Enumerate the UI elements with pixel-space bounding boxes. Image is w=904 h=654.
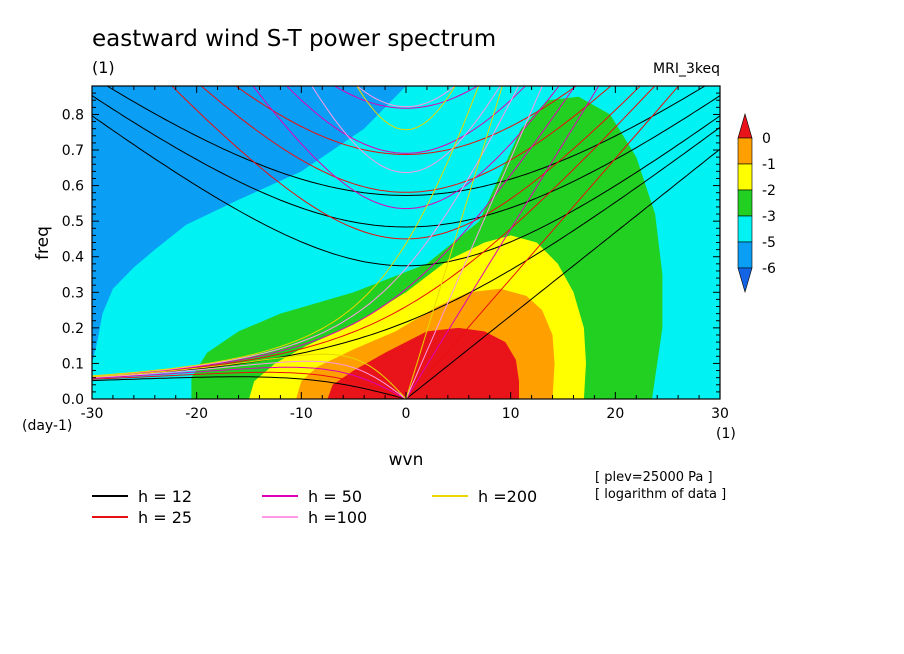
dispersion-h25-mrg-line [92,86,656,378]
chart-subtitle-left: (1) [92,58,115,77]
colorbar-top-arrow [737,112,753,139]
chart-subtitle-right: MRI_3keq [653,61,720,77]
colorbar-swatch [737,241,753,269]
y-tick-label: 0.5 [62,214,84,230]
y-tick-label: 0.3 [62,285,84,301]
dispersion-h200-rossby-line [92,353,407,399]
legend-label-h12: h = 12 [138,487,192,506]
legend-label-h25: h = 25 [138,508,192,527]
colorbar-level-label: -3 [762,209,776,225]
colorbar: 0 -1 -2 -3 -5 -6 [737,112,776,294]
x-tick-label: 20 [606,406,624,422]
x-tick-label: -30 [81,406,104,422]
x-axis-label: wvn [389,450,424,470]
dispersion-h200-kelvin-line [405,86,503,399]
x-tick-label: -20 [185,406,208,422]
y-axis-label: freq [33,226,53,260]
x-unit-label: (1) [716,426,736,442]
plot-area [92,86,720,399]
dispersion-h50-mrg-line [92,86,576,377]
dispersion-h12-ig-n2-line [92,95,720,228]
y-tick-label: 0.0 [62,392,84,408]
dispersion-h25-ig-n2-line [200,86,612,193]
dispersion-h100-ig-n2-line [356,86,456,108]
y-tick-label: 0.4 [62,250,84,266]
x-tick-label: 10 [502,406,520,422]
x-tick-label: 0 [402,406,411,422]
x-tick-label: 30 [711,406,729,422]
y-unit-label: (day-1) [22,418,72,434]
colorbar-swatch [737,215,753,243]
colorbar-swatch [737,189,753,217]
x-tick-label: -10 [290,406,313,422]
dispersion-h200-ig-n1-line [356,86,456,131]
chart-title: eastward wind S-T power spectrum [92,26,496,52]
legend-label-h100: h =100 [308,508,367,527]
dispersion-h50-rossby-line [92,366,407,399]
y-tick-labels: 0.0 0.1 0.2 0.3 0.4 0.5 0.6 0.7 0.8 [62,107,84,408]
legend-label-h200: h =200 [478,487,537,506]
dispersion-h12-rossby-line [92,376,407,399]
dispersion-h100-mrg-line [92,86,520,377]
dispersion-h25-ig-n1-line [171,86,641,240]
legend: h = 12 h = 25 h = 50 h =100 h =200 [92,487,537,527]
contour-level-above-0 [327,327,519,399]
y-tick-label: 0.2 [62,321,84,337]
dispersion-h25-ig-n3-line [235,86,577,156]
colorbar-swatch [737,137,753,165]
y-tick-label: 0.1 [62,356,84,372]
colorbar-level-label: -1 [762,157,776,173]
colorbar-bottom-arrow [737,267,753,294]
colorbar-swatch [737,163,753,191]
dispersion-h100-ig-n1-line [311,86,501,174]
dispersion-h50-ig-n2-line [285,86,527,154]
annotation-plev: [ plev=25000 Pa ] [595,470,713,485]
dispersion-h200-mrg-line [92,86,480,377]
y-tick-label: 0.6 [62,179,84,195]
legend-label-h50: h = 50 [308,487,362,506]
dispersion-h100-kelvin-line [405,86,543,399]
dispersion-h12-ig-n3-line [106,86,706,197]
colorbar-level-label: -5 [762,235,776,251]
y-tick-label: 0.8 [62,107,84,123]
annotation-logarithm: [ logarithm of data ] [595,487,726,502]
colorbar-level-label: -2 [762,183,776,199]
dispersion-h100-rossby-line [92,360,407,399]
dispersion-h50-ig-n3-line [333,86,479,109]
colorbar-level-label: -6 [762,261,776,277]
y-tick-label: 0.7 [62,143,84,159]
dispersion-h50-ig-n1-line [252,86,560,210]
contour-level-6-to-5 [92,86,406,364]
dispersion-h12-kelvin-line [405,148,720,399]
dispersion-h12-mrg-line [92,126,720,378]
x-tick-labels: -30 -20 -10 0 10 20 30 [81,406,729,422]
dispersion-h50-kelvin-line [405,86,600,399]
colorbar-level-label: 0 [762,131,771,147]
dispersion-h12-ig-n1-line [92,115,720,267]
dispersion-h25-rossby-line [92,371,407,399]
dispersion-h25-kelvin-line [405,86,680,399]
dispersion-curves [92,86,720,399]
axis-ticks [91,85,721,400]
